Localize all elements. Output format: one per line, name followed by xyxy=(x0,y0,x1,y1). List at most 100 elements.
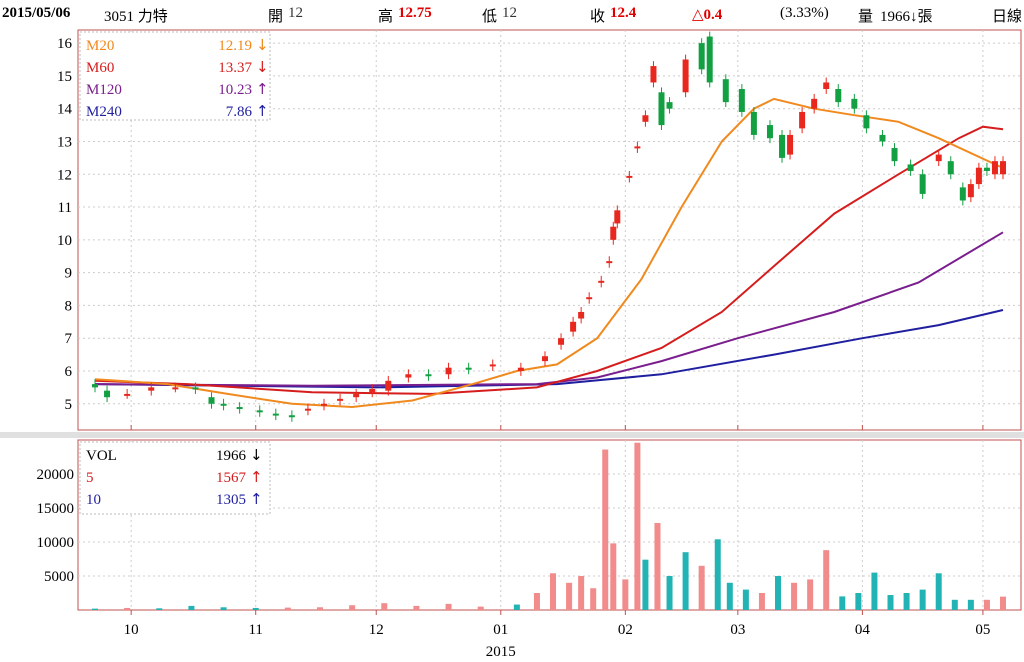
price-legend-box xyxy=(79,31,271,121)
candle-body-64 xyxy=(991,161,998,175)
x-tick-label-03: 03 xyxy=(730,622,745,638)
candle-body-57 xyxy=(919,174,926,194)
candle-body-65 xyxy=(1000,161,1006,175)
x-tick-label-11: 11 xyxy=(248,622,262,638)
volume-bar-23 xyxy=(642,559,649,610)
candle-body-53 xyxy=(863,115,870,129)
candle-body-4 xyxy=(172,387,179,390)
volume-bar-8 xyxy=(349,605,356,610)
candle-body-55 xyxy=(891,148,898,162)
candle-body-0 xyxy=(92,384,98,388)
candle-body-14 xyxy=(337,398,344,401)
x-tick-label-02: 02 xyxy=(618,622,633,638)
header-volume-value: 1966↓張 xyxy=(880,9,933,25)
legend-value-m240: 7.86 xyxy=(226,104,253,120)
candle-body-2 xyxy=(124,393,131,396)
candle-body-15 xyxy=(353,393,360,398)
volume-bar-26 xyxy=(682,552,689,610)
price-y-tick-16: 16 xyxy=(57,36,73,52)
candle-body-27 xyxy=(578,311,585,319)
candle-body-20 xyxy=(445,367,452,375)
volume-bar-25 xyxy=(666,576,673,610)
candle-body-32 xyxy=(614,210,621,224)
candle-body-3 xyxy=(148,387,155,391)
header-volume-label: 量 xyxy=(858,9,874,25)
candle-body-47 xyxy=(787,134,794,155)
x-tick-label-12: 12 xyxy=(369,622,384,638)
candle-body-46 xyxy=(779,134,786,158)
candle-body-51 xyxy=(835,89,842,103)
volume-bar-16 xyxy=(566,582,573,610)
volume-legend-arrow-1: ↑ xyxy=(250,468,263,486)
candle-body-48 xyxy=(799,111,806,129)
volume-chart: 5000 10000 15000 20000 10 11 12 01 02 03 04 05 2015 V… xyxy=(37,439,1022,660)
candle-body-12 xyxy=(304,408,311,411)
candle-body-54 xyxy=(879,134,886,142)
header-close-label: 收 xyxy=(590,9,606,25)
price-y-tick-5: 5 xyxy=(65,397,73,413)
legend-arrow-m60: ↓ xyxy=(256,58,269,76)
volume-bar-10 xyxy=(413,605,420,610)
candle-body-30 xyxy=(606,261,613,264)
volume-legend-value-2: 1305 xyxy=(216,492,246,508)
candle-body-31 xyxy=(610,226,617,240)
candle-body-26 xyxy=(570,321,577,332)
volume-bar-41 xyxy=(919,589,926,610)
volume-y-tick-15000: 15000 xyxy=(37,501,75,517)
volume-y-tick-10000: 10000 xyxy=(37,535,75,551)
price-y-tick-6: 6 xyxy=(65,364,73,380)
header-low-label: 低 xyxy=(482,9,498,25)
volume-bar-35 xyxy=(823,550,830,610)
volume-bar-19 xyxy=(602,449,609,610)
legend-value-m120: 10.23 xyxy=(218,82,252,98)
candle-body-41 xyxy=(706,36,713,83)
x-tick-label-04: 04 xyxy=(855,622,871,638)
candle-body-1 xyxy=(104,390,111,398)
candle-body-63 xyxy=(983,167,990,171)
header-close-value: 12.4 xyxy=(610,5,637,21)
volume-y-tick-20000: 20000 xyxy=(37,467,75,483)
candle-body-8 xyxy=(236,407,243,410)
volume-legend-box xyxy=(79,441,271,515)
volume-legend: VOL 1966 ↓ 5 1567 ↑ 10 1305 ↑ xyxy=(79,441,271,515)
volume-legend-arrow-2: ↑ xyxy=(250,490,263,508)
legend-name-m240: M240 xyxy=(86,104,122,120)
volume-legend-value-0: 1966 xyxy=(216,448,247,464)
candle-body-62 xyxy=(975,167,982,185)
volume-bar-27 xyxy=(698,565,705,610)
volume-bar-37 xyxy=(855,593,862,610)
candle-body-45 xyxy=(766,125,773,139)
candle-body-40 xyxy=(698,43,705,70)
volume-legend-arrow-0: ↓ xyxy=(250,446,263,464)
volume-bar-36 xyxy=(839,596,846,610)
candle-body-56 xyxy=(907,164,914,171)
volume-bar-11 xyxy=(445,603,452,610)
panel-divider xyxy=(0,432,1024,438)
volume-bar-43 xyxy=(951,599,958,610)
ma-line-m60 xyxy=(94,125,1004,395)
x-tick-label-10: 10 xyxy=(124,622,139,638)
price-legend: M20 12.19 ↓ M60 13.37 ↓ M120 10.23 ↑ M240 7.86 ↑ xyxy=(79,31,271,121)
volume-bar-5 xyxy=(252,607,259,610)
x-tick-label-01: 01 xyxy=(493,622,508,638)
candle-body-42 xyxy=(722,79,729,103)
candle-body-34 xyxy=(634,146,641,149)
volume-bar-0 xyxy=(92,608,98,610)
candle-body-7 xyxy=(220,403,227,406)
header-open-value: 12 xyxy=(288,5,303,21)
header-high-label: 高 xyxy=(378,9,394,25)
price-y-tick-9: 9 xyxy=(65,266,73,282)
volume-bar-2 xyxy=(156,608,163,610)
price-y-tick-14: 14 xyxy=(57,102,73,118)
volume-bar-20 xyxy=(610,543,617,610)
candle-body-21 xyxy=(465,367,472,370)
candle-body-23 xyxy=(517,367,524,371)
header-change: △0.4 xyxy=(692,7,723,23)
volume-bar-32 xyxy=(775,576,782,610)
candle-body-52 xyxy=(851,98,858,109)
legend-arrow-m120: ↑ xyxy=(256,80,269,98)
volume-bar-30 xyxy=(742,589,749,610)
candle-body-10 xyxy=(272,413,279,416)
volume-bar-45 xyxy=(983,599,990,610)
volume-bar-33 xyxy=(791,582,798,610)
